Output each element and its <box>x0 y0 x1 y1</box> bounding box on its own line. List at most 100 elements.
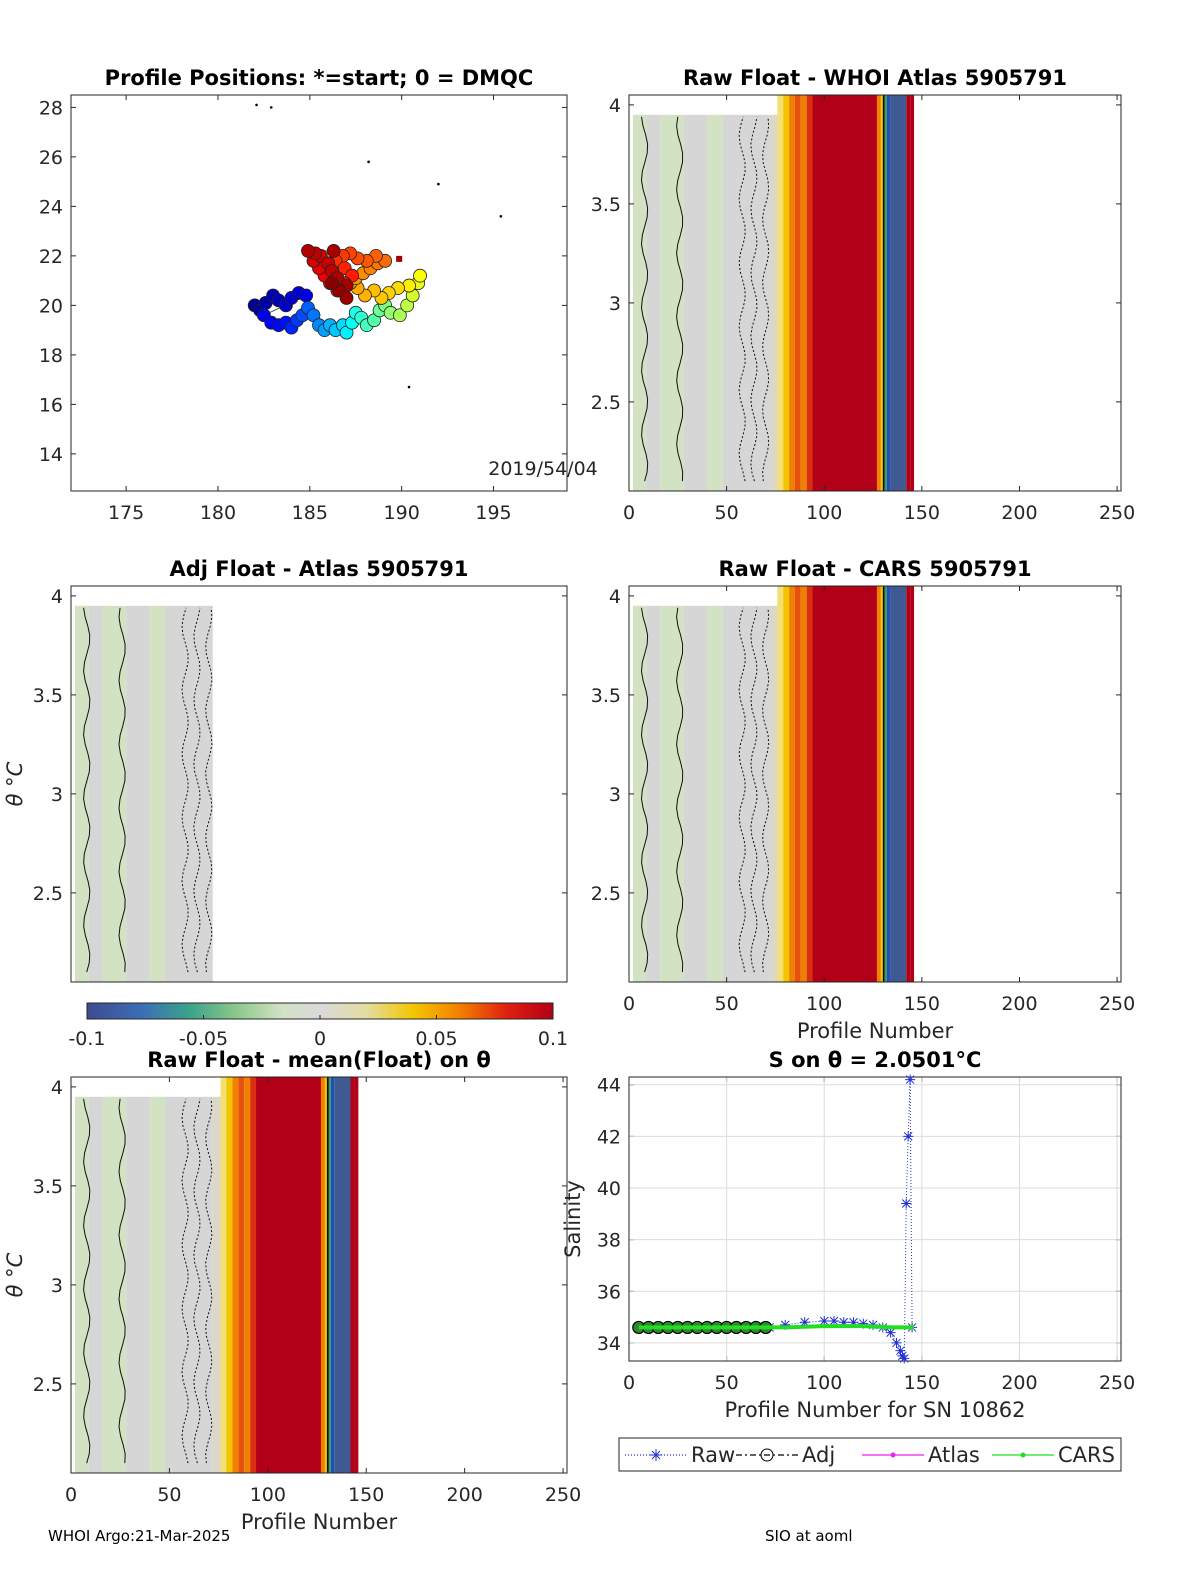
position-dot <box>269 106 273 109</box>
last-marker <box>396 255 403 262</box>
x-tick-label: 0 <box>623 1372 635 1394</box>
series-raw-point <box>838 1317 849 1328</box>
profile-point <box>301 244 315 258</box>
anomaly-band <box>74 1096 89 1473</box>
chart-raw-mean: Raw Float - mean(Float) on θ 0 50 100 150 200… <box>3 1048 581 1534</box>
x-tick-label: 200 <box>1001 1372 1037 1394</box>
anomaly-band <box>326 1077 329 1473</box>
legend-marker <box>650 1449 662 1461</box>
legend-marker <box>1020 1452 1026 1458</box>
colorbar-tick-label: -0.1 <box>68 1028 105 1050</box>
chart-adj-atlas: Adj Float - Atlas 5905791 2.5 3 3.5 4 θ °C <box>3 557 568 983</box>
anomaly-band <box>320 1077 325 1473</box>
anomaly-band <box>324 1077 327 1473</box>
anomaly-band <box>777 95 784 491</box>
x-tick-label: 180 <box>200 502 236 524</box>
anomaly-band <box>884 95 887 491</box>
series-raw-point <box>891 1337 902 1348</box>
anomaly-band <box>632 114 647 492</box>
contour-line <box>676 607 684 973</box>
y-tick-label: 38 <box>597 1230 621 1252</box>
anomaly-band <box>886 95 891 491</box>
anomaly-band <box>906 586 911 982</box>
contour-line <box>83 1098 91 1464</box>
axes-box <box>70 1076 568 1474</box>
x-tick-label: 0 <box>623 993 635 1015</box>
y-axis-label: θ °C <box>3 1252 27 1297</box>
legend-label: Raw <box>691 1443 735 1467</box>
anomaly-band <box>886 586 891 982</box>
anomaly-band <box>88 1096 103 1473</box>
x-tick-label: 100 <box>250 1484 286 1506</box>
profile-point <box>324 276 339 291</box>
x-tick-label: 250 <box>1099 1372 1135 1394</box>
x-tick-label: 200 <box>447 1484 483 1506</box>
anomaly-band <box>876 586 881 982</box>
panel-title: Raw Float - mean(Float) on θ <box>147 1048 491 1072</box>
x-tick-label: 200 <box>1001 993 1037 1015</box>
y-tick-label: 4 <box>51 1077 63 1099</box>
x-axis-label: Profile Number <box>797 1019 954 1043</box>
position-dot <box>437 182 440 186</box>
x-tick-label: 100 <box>806 502 842 524</box>
anomaly-band <box>890 95 907 491</box>
series-raw-point <box>858 1318 869 1329</box>
legend-label: CARS <box>1058 1443 1115 1467</box>
anomaly-band <box>330 1077 335 1473</box>
anomaly-band <box>769 114 782 492</box>
y-axis-label: θ °C <box>3 761 27 806</box>
anomaly-band <box>126 1096 150 1473</box>
anomaly-band <box>789 95 795 491</box>
anomaly-band <box>350 1077 355 1473</box>
x-tick-label: 250 <box>545 1484 581 1506</box>
contour-line <box>640 607 649 973</box>
x-tick-label: 100 <box>806 1372 842 1394</box>
footer-right: SIO at aoml <box>765 1527 853 1545</box>
anomaly-band <box>880 586 883 982</box>
panel-title: Raw Float - CARS 5905791 <box>718 557 1031 581</box>
anomaly-band <box>789 586 795 982</box>
anomaly-band <box>165 1096 213 1473</box>
profile-point <box>413 268 427 283</box>
anomaly-band <box>226 1077 233 1473</box>
series-raw-point <box>799 1317 810 1328</box>
position-dot <box>255 103 258 107</box>
y-tick-label: 26 <box>39 147 63 169</box>
y-tick-label: 34 <box>597 1333 621 1355</box>
profile-point <box>326 244 341 258</box>
anomaly-band <box>880 95 883 491</box>
y-tick-label: 36 <box>597 1281 621 1303</box>
x-tick-label: 150 <box>904 1372 940 1394</box>
colorbar-tick-label: -0.05 <box>179 1028 228 1050</box>
anomaly-band <box>646 114 661 492</box>
contour-line <box>118 1098 126 1464</box>
anomaly-band <box>707 605 723 982</box>
date-annotation: 2019/54/04 <box>488 458 598 480</box>
series-raw-point <box>819 1315 830 1326</box>
x-tick-label: 200 <box>1001 502 1037 524</box>
anomaly-band <box>102 605 127 982</box>
y-tick-label: 22 <box>39 246 63 268</box>
anomaly-band <box>783 95 790 491</box>
axes-box <box>628 1076 1122 1362</box>
anomaly-band <box>769 605 782 982</box>
y-tick-label: 2.5 <box>33 883 63 905</box>
anomaly-band <box>244 1077 251 1473</box>
y-tick-label: 4 <box>609 95 621 117</box>
anomaly-band <box>354 1077 359 1473</box>
series-raw-point <box>905 1074 916 1085</box>
anomaly-band <box>884 586 887 982</box>
contour-line <box>118 607 126 973</box>
anomaly-band <box>88 605 103 982</box>
y-tick-label: 16 <box>39 394 63 416</box>
axes-box <box>628 585 1122 983</box>
series-raw-point <box>895 1345 906 1356</box>
chart-raw-cars: Raw Float - CARS 5905791 0 50 100 150 200 250 2… <box>591 557 1135 1043</box>
anomaly-band <box>707 114 723 492</box>
x-tick-label: 150 <box>904 993 940 1015</box>
anomaly-band <box>806 586 813 982</box>
anomaly-band <box>165 605 213 982</box>
anomaly-band <box>812 586 877 982</box>
anomaly-band <box>149 1096 166 1473</box>
